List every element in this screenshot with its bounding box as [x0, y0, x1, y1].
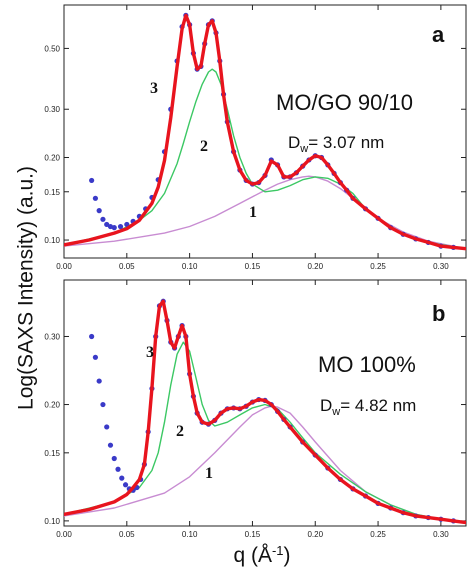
- y-axis-title: Log(SAXS Intensity) (a.u.): [15, 166, 38, 410]
- panel-title: MO/GO 90/10: [276, 90, 413, 115]
- dw-symbol: D: [320, 396, 332, 415]
- data-point: [122, 482, 129, 488]
- dw-label: Dw= 3.07 nm: [288, 133, 384, 155]
- data-point: [107, 442, 114, 448]
- series-line-fit-total: [64, 299, 466, 525]
- dw-subscript: w: [299, 143, 308, 155]
- plot-area: [64, 298, 466, 525]
- panel-title: MO 100%: [318, 352, 416, 377]
- plot-frame: [63, 4, 467, 259]
- plot-frame: [63, 279, 467, 527]
- x-tick-label: 0.05: [119, 262, 135, 271]
- y-tick-label: 0.30: [44, 332, 60, 341]
- y-tick-label: 0.50: [44, 44, 60, 53]
- panel-letter: a: [432, 22, 445, 47]
- series-line-fit-background: [64, 405, 466, 524]
- x-tick-label: 0.00: [56, 530, 72, 539]
- dw-value: = 4.82 nm: [340, 396, 416, 415]
- data-point: [89, 177, 95, 184]
- data-point: [100, 401, 106, 408]
- curve-label-1: 1: [205, 465, 213, 482]
- dw-value: = 3.07 nm: [308, 133, 384, 152]
- data-point: [119, 475, 125, 481]
- x-tick-label: 0.10: [182, 530, 198, 539]
- curve-label-2: 2: [200, 138, 208, 155]
- series-line-fit-peaks: [64, 68, 466, 250]
- x-axis-title: q (Å-1): [233, 543, 290, 568]
- data-point: [117, 223, 124, 230]
- panel-b: 0.00 0.05 0.10 0.15 0.20 0.25 0.30 0.10 0.15 0.20…: [44, 279, 467, 539]
- x-tick-label: 0.25: [370, 262, 386, 271]
- x-tick-label: 0.15: [245, 262, 261, 271]
- data-point: [92, 354, 99, 360]
- series-line-fit-total: [64, 13, 466, 251]
- data-point: [111, 455, 117, 462]
- data-point: [115, 466, 121, 472]
- x-tick-label: 0.00: [56, 262, 72, 271]
- y-tick-label: 0.30: [44, 105, 60, 114]
- y-tick-label: 0.15: [44, 449, 60, 458]
- x-axis-title-main: q (Å: [233, 544, 272, 567]
- y-tick-label: 0.20: [44, 401, 60, 410]
- data-point: [96, 378, 102, 384]
- y-tick-label: 0.10: [44, 517, 60, 526]
- data-point: [89, 333, 95, 340]
- panel-letter: b: [432, 301, 445, 326]
- dw-symbol: D: [288, 133, 300, 152]
- data-point: [104, 424, 110, 430]
- x-axis-title-close: ): [284, 544, 291, 567]
- x-tick-label: 0.10: [182, 262, 198, 271]
- curve-label-3: 3: [146, 344, 154, 361]
- x-tick-label: 0.20: [307, 262, 323, 271]
- curve-label-3: 3: [150, 80, 158, 97]
- series-line-fit-background: [64, 175, 466, 250]
- data-point: [92, 195, 99, 201]
- panel-a: 0.00 0.05 0.10 0.15 0.20 0.25 0.30 0.10 0.15 0.20…: [44, 4, 467, 271]
- curve-label-2: 2: [176, 423, 184, 440]
- x-tick-label: 0.30: [433, 530, 449, 539]
- dw-subscript: w: [331, 406, 340, 418]
- dw-label: Dw= 4.82 nm: [320, 396, 416, 418]
- data-point: [96, 208, 102, 214]
- y-tick-label: 0.20: [44, 154, 60, 163]
- x-tick-label: 0.20: [307, 530, 323, 539]
- x-tick-label: 0.05: [119, 530, 135, 539]
- plot-area: [64, 12, 466, 251]
- y-tick-label: 0.10: [44, 236, 60, 245]
- x-tick-label: 0.25: [370, 530, 386, 539]
- x-tick-label: 0.30: [433, 262, 449, 271]
- data-point: [111, 225, 117, 231]
- data-point: [124, 221, 130, 228]
- x-tick-label: 0.15: [245, 530, 261, 539]
- curve-label-1: 1: [249, 204, 257, 221]
- y-tick-label: 0.15: [44, 188, 60, 197]
- data-point: [100, 216, 106, 222]
- series-line-fit-peaks: [64, 341, 466, 524]
- x-axis-title-exponent: -1: [272, 543, 284, 558]
